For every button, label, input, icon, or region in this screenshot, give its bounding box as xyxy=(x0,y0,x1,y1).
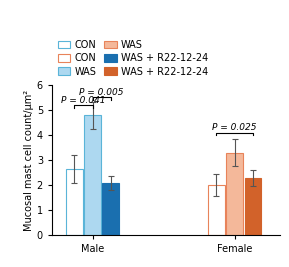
Text: P = 0.025: P = 0.025 xyxy=(212,123,257,132)
Legend: CON, CON, WAS, WAS, WAS + R22-12-24, WAS + R22-12-24: CON, CON, WAS, WAS, WAS + R22-12-24, WAS… xyxy=(57,39,209,78)
Bar xyxy=(226,153,243,235)
Bar xyxy=(103,183,119,235)
Y-axis label: Mucosal mast cell count/μm²: Mucosal mast cell count/μm² xyxy=(24,90,34,231)
Bar xyxy=(244,178,261,235)
Bar xyxy=(66,169,83,235)
Bar xyxy=(84,115,101,235)
Text: P = 0.005: P = 0.005 xyxy=(79,88,124,97)
Bar xyxy=(208,185,225,235)
Text: P = 0.041: P = 0.041 xyxy=(61,96,106,105)
